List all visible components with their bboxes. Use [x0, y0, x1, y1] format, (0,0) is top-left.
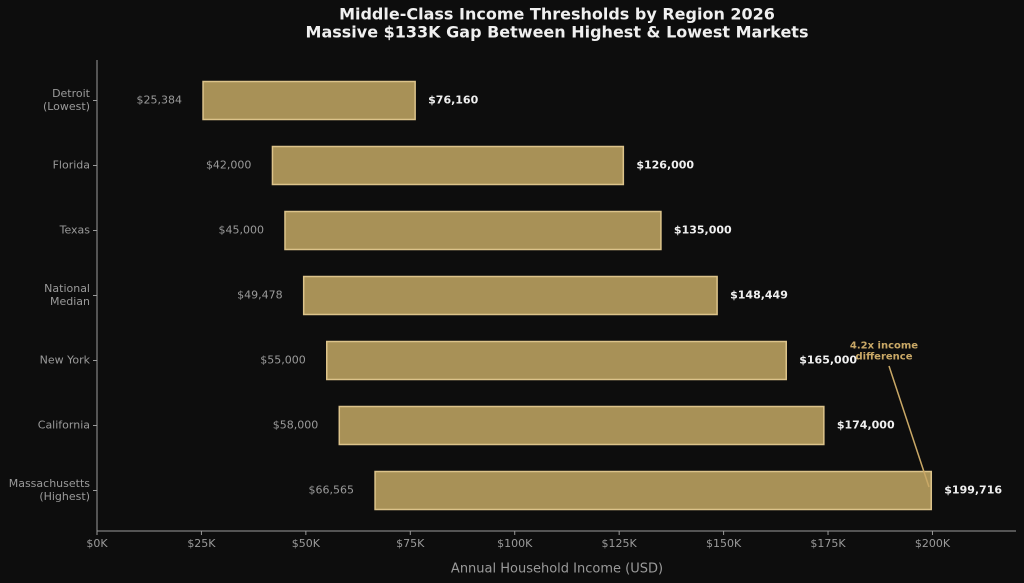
y-tick-label: Florida	[53, 159, 90, 172]
start-value-label: $66,565	[309, 484, 355, 497]
x-tick-label: $25K	[187, 537, 216, 550]
y-tick-label: California	[38, 419, 90, 432]
end-value-label: $126,000	[636, 159, 694, 172]
start-value-label: $25,384	[137, 94, 183, 107]
bar	[284, 210, 662, 251]
bar	[271, 145, 625, 186]
start-value-label: $49,478	[237, 289, 283, 302]
x-axis-label: Annual Household Income (USD)	[451, 562, 663, 577]
y-tick-label: Massachusetts (Highest)	[9, 477, 91, 503]
y-tick-label: Detroit (Lowest)	[43, 87, 91, 113]
chart-subtitle: Massive $133K Gap Between Highest & Lowe…	[306, 23, 809, 42]
x-tick-label: $125K	[602, 537, 638, 550]
end-value-label: $165,000	[799, 354, 857, 367]
start-value-label: $42,000	[206, 159, 252, 172]
x-tick-label: $175K	[810, 537, 846, 550]
x-tick-label: $75K	[396, 537, 425, 550]
x-tick-label: $0K	[86, 537, 108, 550]
chart-title: Middle-Class Income Thresholds by Region…	[339, 5, 775, 24]
bar	[302, 275, 718, 316]
bar	[202, 80, 416, 121]
x-tick-label: $100K	[497, 537, 533, 550]
end-value-label: $174,000	[837, 419, 895, 432]
bar	[338, 405, 825, 446]
end-value-label: $148,449	[730, 289, 788, 302]
y-tick-label: National Median	[44, 282, 90, 308]
bar	[374, 470, 933, 511]
annotation-arrow	[888, 365, 930, 488]
x-tick-label: $150K	[706, 537, 742, 550]
start-value-label: $58,000	[273, 419, 319, 432]
annotation: 4.2x income difference	[850, 341, 918, 363]
end-value-label: $199,716	[944, 484, 1002, 497]
bar	[326, 340, 787, 381]
y-tick-label: Texas	[59, 224, 91, 237]
end-value-label: $135,000	[674, 224, 732, 237]
x-tick-label: $50K	[292, 537, 321, 550]
start-value-label: $45,000	[218, 224, 264, 237]
start-value-label: $55,000	[260, 354, 306, 367]
x-tick-label: $200K	[915, 537, 951, 550]
end-value-label: $76,160	[428, 94, 478, 107]
y-tick-label: New York	[40, 354, 91, 367]
